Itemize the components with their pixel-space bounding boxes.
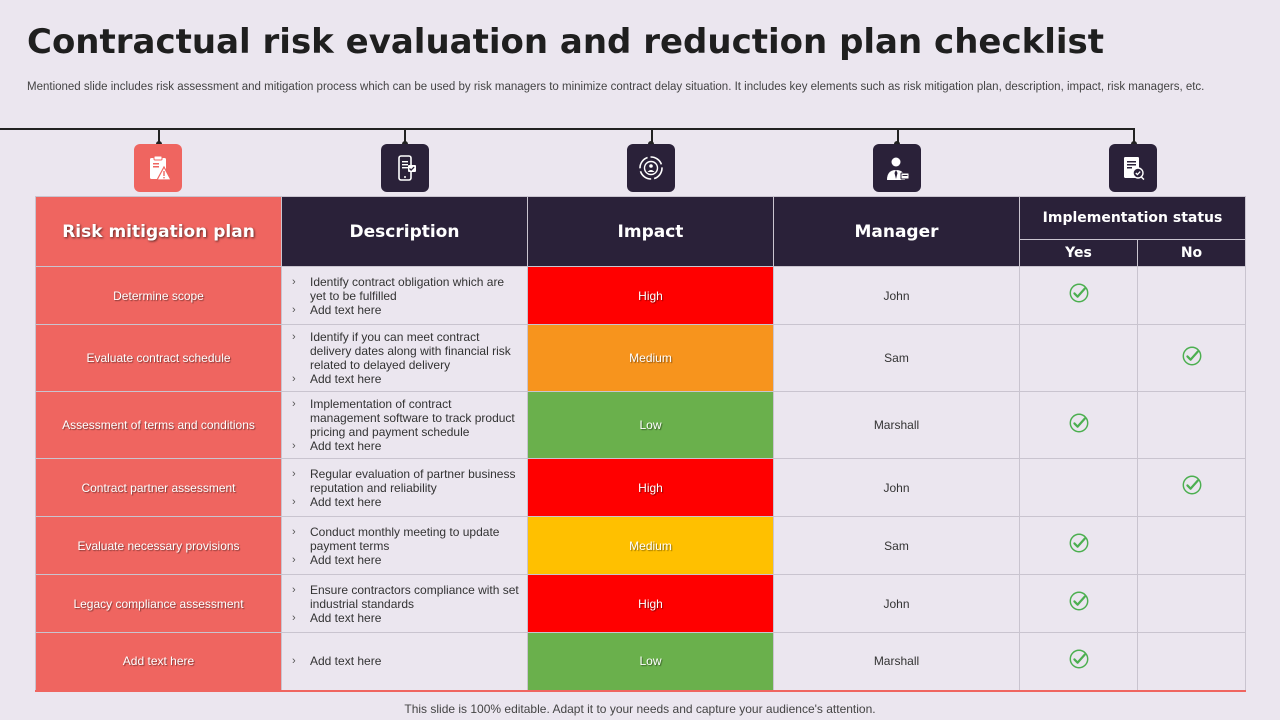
status-yes-cell xyxy=(1019,574,1138,633)
plan-cell: Assessment of terms and conditions xyxy=(35,391,282,459)
status-no-cell xyxy=(1137,266,1246,325)
status-no-cell xyxy=(1137,574,1246,633)
impact-badge: High xyxy=(527,458,774,517)
status-no-cell xyxy=(1137,458,1246,517)
header-implementation-status: Implementation status xyxy=(1019,196,1246,240)
manager-cell: Sam xyxy=(773,516,1020,575)
description-cell: Conduct monthly meeting to update paymen… xyxy=(281,516,528,575)
description-item: Identify contract obligation which are y… xyxy=(290,275,519,303)
target-cycle-icon xyxy=(627,144,675,192)
status-no-cell xyxy=(1137,391,1246,459)
description-item: Implementation of contract management so… xyxy=(290,397,519,439)
checkmark-icon xyxy=(1069,649,1088,669)
checkmark-icon xyxy=(1182,475,1201,495)
table-row: Evaluate necessary provisions Conduct mon… xyxy=(35,516,1246,575)
description-cell: Regular evaluation of partner business r… xyxy=(281,458,528,517)
description-cell: Identify contract obligation which are y… xyxy=(281,266,528,325)
description-item: Add text here xyxy=(290,611,519,625)
plan-cell: Evaluate necessary provisions xyxy=(35,516,282,575)
footer-note: This slide is 100% editable. Adapt it to… xyxy=(404,702,876,716)
plan-cell: Evaluate contract schedule xyxy=(35,324,282,392)
header-description: Description xyxy=(281,196,528,267)
impact-badge: High xyxy=(527,574,774,633)
table-row: Contract partner assessment Regular evalu… xyxy=(35,458,1246,517)
status-yes-cell xyxy=(1019,632,1138,692)
description-item: Add text here xyxy=(290,495,519,509)
checkmark-icon xyxy=(1069,413,1088,432)
manager-cell: John xyxy=(773,266,1020,325)
description-cell: Add text here xyxy=(281,632,528,692)
clipboard-warning-icon xyxy=(134,144,182,192)
description-cell: Ensure contractors compliance with set i… xyxy=(281,574,528,633)
status-yes-cell xyxy=(1019,458,1138,517)
table-row: Legacy compliance assessment Ensure contr… xyxy=(35,574,1246,633)
manager-cell: Sam xyxy=(773,324,1020,392)
page-title: Contractual risk evaluation and reductio… xyxy=(27,22,1105,62)
checkmark-icon xyxy=(1182,346,1201,365)
header-risk-mitigation-plan: Risk mitigation plan xyxy=(35,196,282,267)
checkmark-icon xyxy=(1069,591,1088,611)
header-impact: Impact xyxy=(527,196,774,267)
description-item: Identify if you can meet contract delive… xyxy=(290,330,519,372)
plan-cell: Contract partner assessment xyxy=(35,458,282,517)
status-no-cell xyxy=(1137,324,1246,392)
status-yes-cell xyxy=(1019,516,1138,575)
plan-cell: Add text here xyxy=(35,632,282,692)
manager-cell: Marshall xyxy=(773,632,1020,692)
connector-tick xyxy=(1133,128,1135,144)
impact-badge: Medium xyxy=(527,516,774,575)
page-subtitle: Mentioned slide includes risk assessment… xyxy=(27,81,1205,93)
description-item: Add text here xyxy=(290,439,519,453)
status-yes-cell xyxy=(1019,391,1138,459)
description-item: Add text here xyxy=(290,654,519,668)
manager-cell: John xyxy=(773,574,1020,633)
status-no-cell xyxy=(1137,516,1246,575)
description-item: Conduct monthly meeting to update paymen… xyxy=(290,525,519,553)
risk-checklist-table: Risk mitigation plan Description Impact … xyxy=(35,196,1246,692)
connector-tick xyxy=(651,128,653,144)
connector-line xyxy=(0,128,1134,130)
impact-badge: High xyxy=(527,266,774,325)
connector-tick xyxy=(158,128,160,144)
header-manager: Manager xyxy=(773,196,1020,267)
connector-tick xyxy=(897,128,899,144)
impact-badge: Low xyxy=(527,632,774,692)
description-item: Add text here xyxy=(290,372,519,386)
description-item: Regular evaluation of partner business r… xyxy=(290,467,519,495)
status-yes-cell xyxy=(1019,266,1138,325)
document-check-icon xyxy=(1109,144,1157,192)
description-item: Ensure contractors compliance with set i… xyxy=(290,583,519,611)
description-item: Add text here xyxy=(290,303,519,317)
description-cell: Identify if you can meet contract delive… xyxy=(281,324,528,392)
plan-cell: Legacy compliance assessment xyxy=(35,574,282,633)
manager-cell: Marshall xyxy=(773,391,1020,459)
table-row: Assessment of terms and conditionsImplem… xyxy=(35,391,1246,459)
table-row: Evaluate contract scheduleIdentify if yo… xyxy=(35,324,1246,392)
status-no-cell xyxy=(1137,632,1246,692)
table-row: Determine scope Identify contract obligat… xyxy=(35,266,1246,325)
mobile-checklist-icon xyxy=(381,144,429,192)
description-item: Add text here xyxy=(290,553,519,567)
description-cell: Implementation of contract management so… xyxy=(281,391,528,459)
impact-badge: Medium xyxy=(527,324,774,392)
checkmark-icon xyxy=(1069,533,1088,553)
manager-cell: John xyxy=(773,458,1020,517)
header-yes: Yes xyxy=(1019,239,1138,267)
manager-person-icon xyxy=(873,144,921,192)
checkmark-icon xyxy=(1069,283,1088,303)
status-yes-cell xyxy=(1019,324,1138,392)
plan-cell: Determine scope xyxy=(35,266,282,325)
connector-tick xyxy=(404,128,406,144)
impact-badge: Low xyxy=(527,391,774,459)
header-no: No xyxy=(1137,239,1246,267)
